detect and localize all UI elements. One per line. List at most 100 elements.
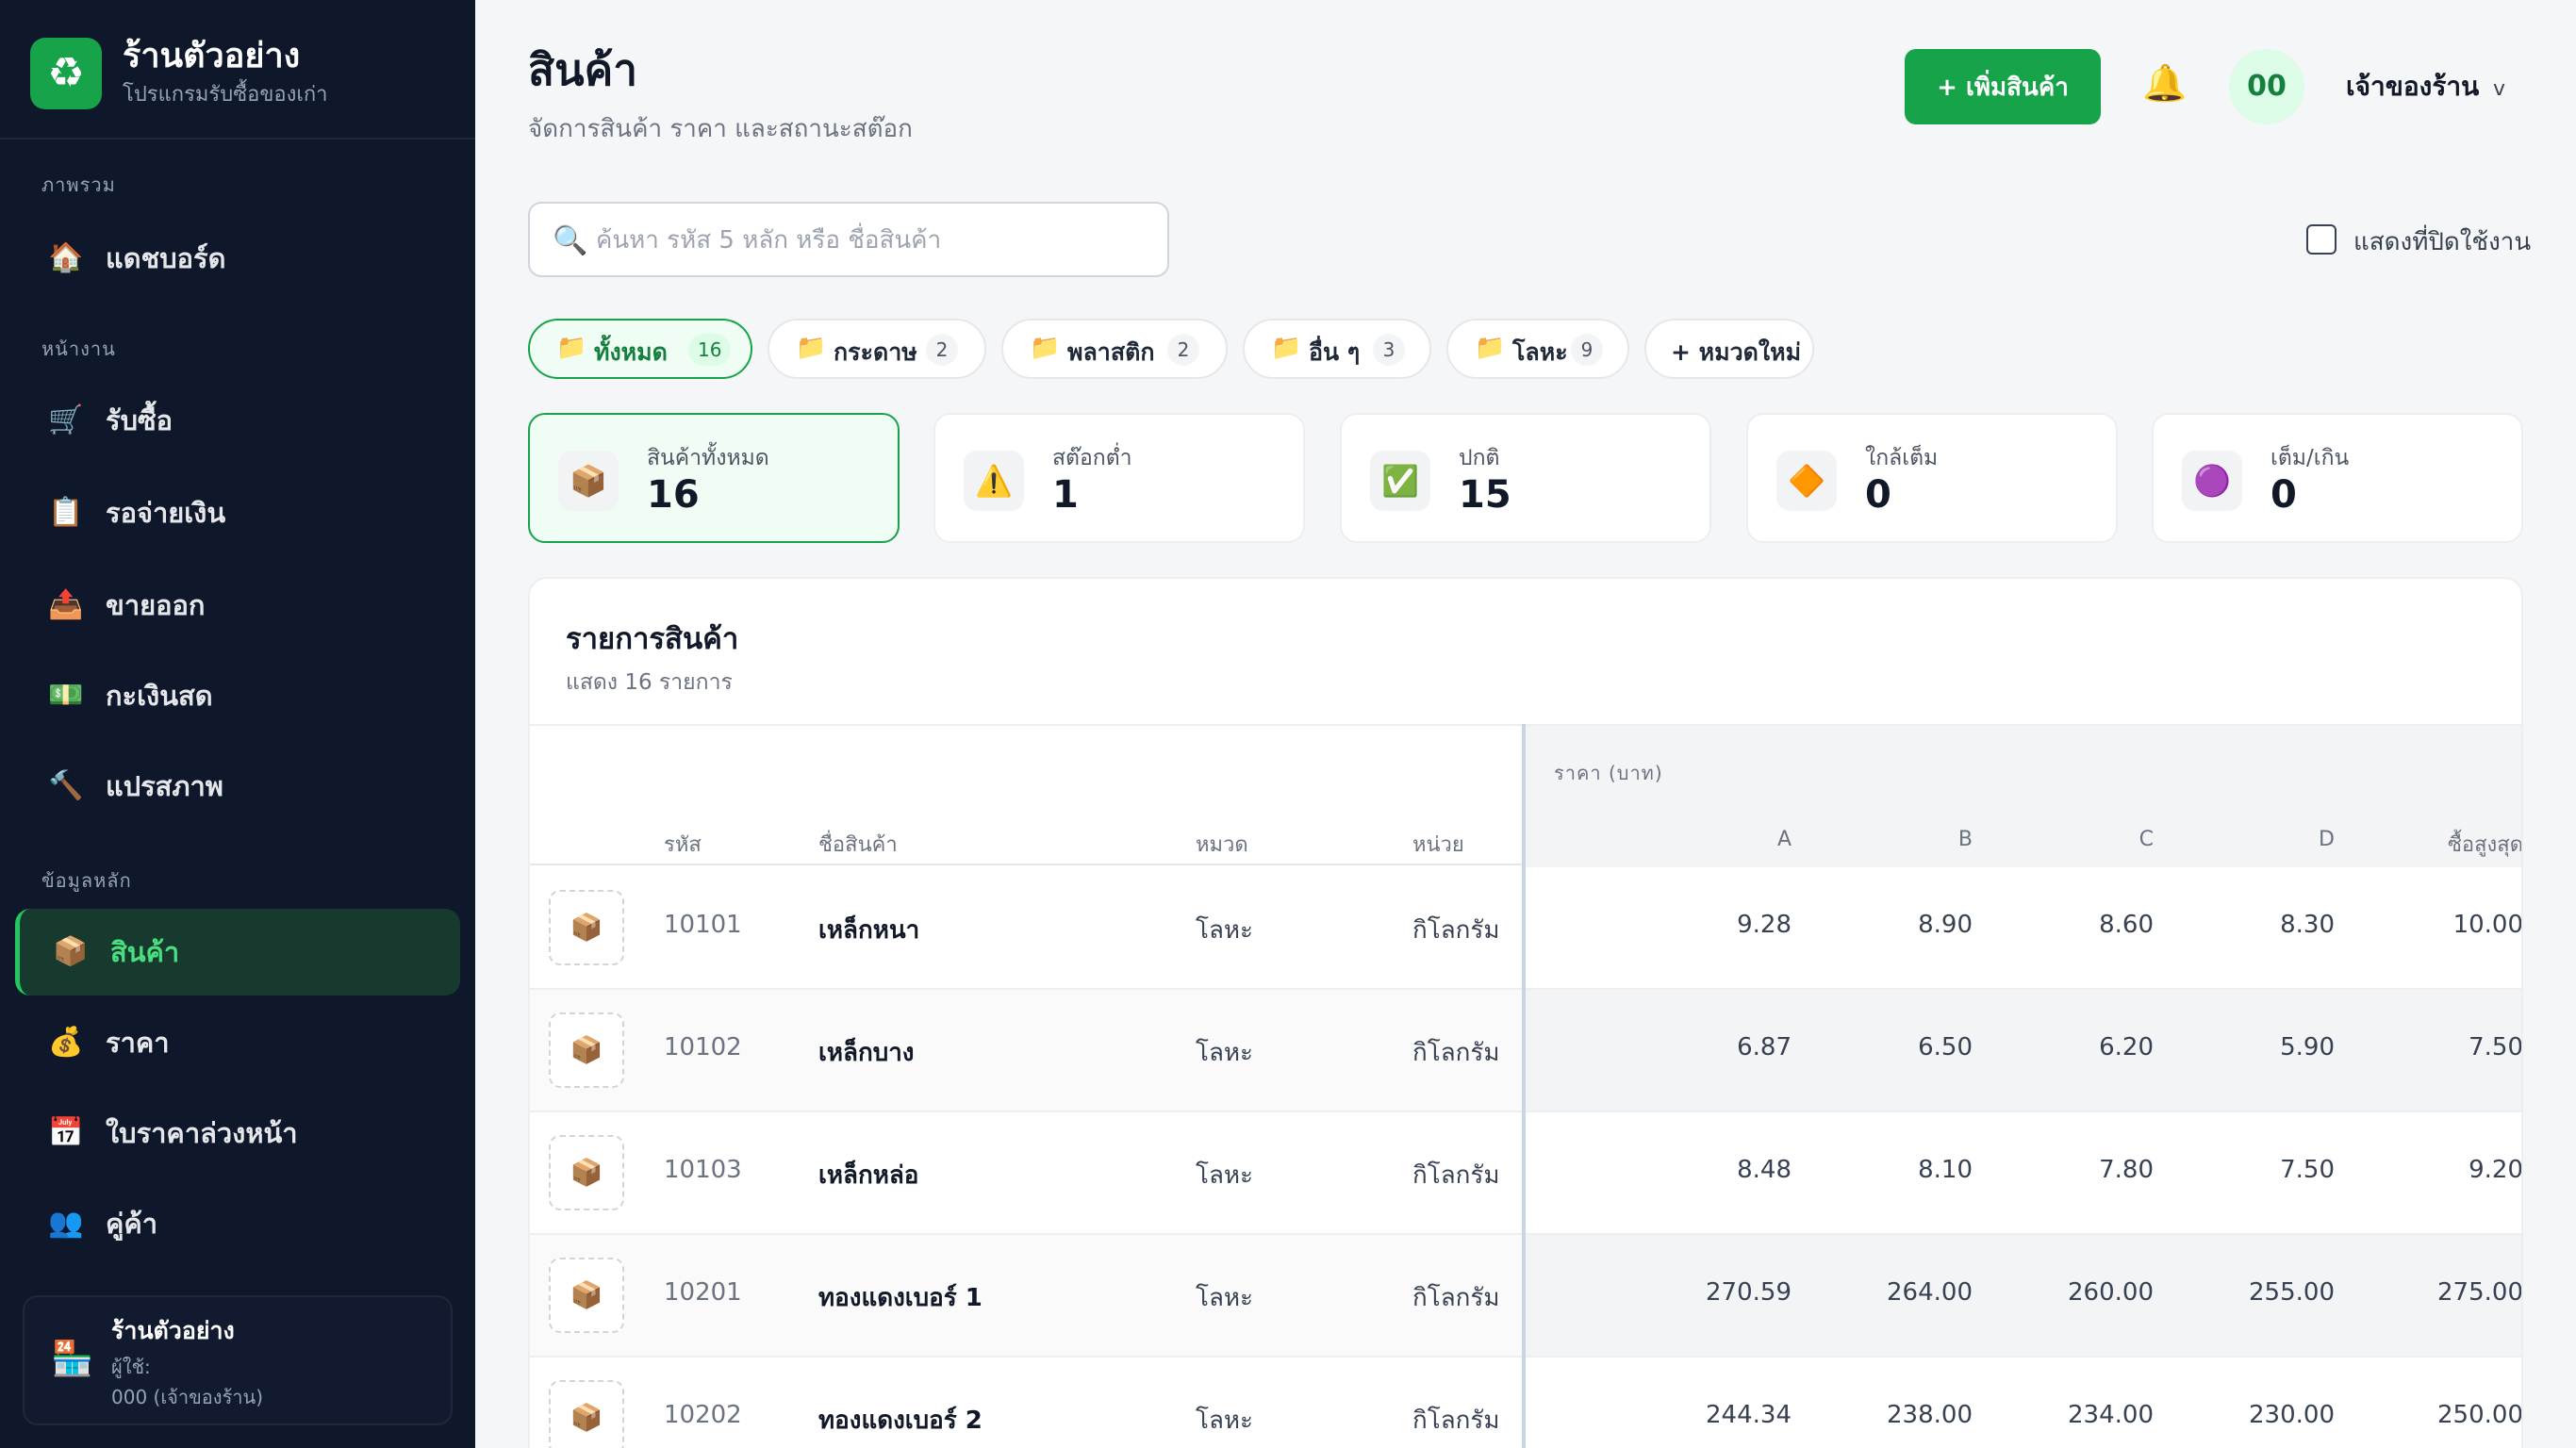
cell-category: โลหะ — [1196, 1161, 1254, 1190]
category-chip-paper[interactable]: 📁 กระดาษ 2 — [768, 319, 986, 379]
column-header-name[interactable]: ชื่อสินค้า — [818, 833, 898, 857]
table-row[interactable]: 📦 10103 เหล็กหล่อ โลหะ กิโลกรัม 8.48 8.1… — [530, 1112, 2521, 1235]
page-title: สินค้า — [528, 44, 638, 95]
stat-value: 1 — [1052, 473, 1079, 517]
cell-price-a: 244.34 — [1706, 1401, 1792, 1429]
stat-label: ใกล้เต็ม — [1865, 446, 1939, 470]
outbox-icon: 📤 — [48, 588, 84, 621]
cell-price-b: 8.90 — [1918, 911, 1973, 939]
category-chip-other[interactable]: 📁 อื่น ๆ 3 — [1243, 319, 1431, 379]
category-chip-plastic[interactable]: 📁 พลาสติก 2 — [1001, 319, 1228, 379]
stat-card-total[interactable]: 📦 สินค้าทั้งหมด 16 — [528, 413, 900, 543]
category-chip-metal[interactable]: 📁 โลหะ 9 — [1446, 319, 1629, 379]
store-card[interactable]: 🏪 ร้านตัวอย่าง ผู้ใช้: 000 (เจ้าของร้าน) — [23, 1295, 453, 1425]
category-chip-count: 3 — [1373, 334, 1405, 366]
diamond-icon: 🔶 — [1776, 451, 1837, 511]
sidebar-item-label: แปรสภาพ — [106, 770, 223, 802]
cell-price-d: 230.00 — [2249, 1401, 2335, 1429]
table-row[interactable]: 📦 10201 ทองแดงเบอร์ 1 โลหะ กิโลกรัม 270.… — [530, 1235, 2523, 1358]
search-input[interactable] — [596, 215, 1152, 266]
sidebar-item-pending-payment[interactable]: 📋 รอจ่ายเงิน — [15, 469, 460, 556]
cell-code: 10103 — [664, 1156, 742, 1184]
stat-card-normal[interactable]: ✅ ปกติ 15 — [1340, 413, 1711, 543]
sidebar: ♻ ร้านตัวอย่าง โปรแกรมรับซื้อของเก่า ภาพ… — [0, 0, 475, 1448]
sidebar-item-partners[interactable]: 👥 คู่ค้า — [15, 1180, 460, 1267]
add-product-button[interactable]: + เพิ่มสินค้า — [1905, 49, 2101, 124]
stat-value: 16 — [647, 473, 700, 517]
column-header-price-c[interactable]: C — [2138, 828, 2154, 851]
stat-card-full[interactable]: 🟣 เต็ม/เกิน 0 — [2152, 413, 2523, 543]
column-header-category[interactable]: หมวด — [1196, 833, 1248, 857]
cell-code: 10201 — [664, 1278, 742, 1307]
avatar[interactable]: 00 — [2229, 49, 2304, 124]
cell-max-buy: 250.00 — [2437, 1401, 2523, 1429]
stat-value: 0 — [2271, 473, 2297, 517]
sidebar-item-advance-price-sheet[interactable]: 📅 ใบราคาล่วงหน้า — [15, 1090, 460, 1176]
show-inactive-checkbox[interactable] — [2306, 224, 2337, 255]
sidebar-item-label: ขายออก — [106, 589, 206, 621]
brand-subtitle: โปรแกรมรับซื้อของเก่า — [123, 83, 328, 107]
table-row[interactable]: 📦 10101 เหล็กหนา โลหะ กิโลกรัม 9.28 8.90… — [530, 867, 2521, 990]
column-header-price-b[interactable]: B — [1957, 828, 1973, 851]
column-header-max-buy[interactable]: ซื้อสูงสุด — [2447, 833, 2523, 857]
sidebar-item-prices[interactable]: 💰 ราคา — [15, 999, 460, 1086]
sidebar-item-label: แดชบอร์ด — [106, 242, 226, 274]
cell-unit: กิโลกรัม — [1412, 1407, 1500, 1435]
table-row[interactable]: 📦 10102 เหล็กบาง โลหะ กิโลกรัม 6.87 6.50… — [530, 990, 2521, 1112]
stat-card-near-full[interactable]: 🔶 ใกล้เต็ม 0 — [1746, 413, 2118, 543]
calendar-icon: 📅 — [48, 1116, 84, 1149]
price-header-bg — [1522, 726, 2521, 867]
user-label: ผู้ใช้: — [111, 1356, 151, 1378]
table-row[interactable]: 📦 10202 ทองแดงเบอร์ 2 โลหะ กิโลกรัม 244.… — [530, 1358, 2523, 1448]
add-category-button[interactable]: + หมวดใหม่ — [1644, 319, 1814, 379]
column-header-unit[interactable]: หน่วย — [1412, 833, 1464, 857]
sidebar-item-products[interactable]: 📦 สินค้า — [15, 909, 460, 996]
stat-card-low-stock[interactable]: ⚠️ สต๊อกต่ำ 1 — [933, 413, 1305, 543]
price-group-header: ราคา (บาท) — [1554, 762, 1663, 784]
sidebar-item-label: รับซื้อ — [106, 404, 173, 436]
cell-price-a: 8.48 — [1737, 1156, 1792, 1184]
sidebar-item-label: กะเงินสด — [106, 680, 213, 712]
cell-price-c: 260.00 — [2068, 1278, 2154, 1307]
bell-icon[interactable]: 🔔 — [2142, 62, 2188, 104]
table-header: ราคา (บาท) รหัส ชื่อสินค้า หมวด หน่วย A … — [530, 724, 2523, 867]
sidebar-item-sell[interactable]: 📤 ขายออก — [15, 562, 460, 649]
cell-price-d: 5.90 — [2280, 1033, 2335, 1061]
cell-max-buy: 275.00 — [2437, 1278, 2523, 1307]
package-icon: 📦 — [558, 451, 619, 511]
cell-unit: กิโลกรัม — [1412, 916, 1500, 945]
column-header-price-d[interactable]: D — [2319, 828, 2335, 851]
panel-title: รายการสินค้า — [566, 622, 739, 656]
sidebar-item-processing[interactable]: 🔨 แปรสภาพ — [15, 743, 460, 830]
category-chip-label: อื่น ๆ — [1309, 338, 1361, 366]
cell-unit: กิโลกรัม — [1412, 1039, 1500, 1067]
hammer-icon: 🔨 — [48, 769, 84, 802]
stat-label: สต๊อกต่ำ — [1052, 446, 1132, 470]
recycle-icon: ♻ — [30, 38, 102, 109]
sidebar-item-cash-shift[interactable]: 💵 กะเงินสด — [15, 652, 460, 739]
column-header-code[interactable]: รหัส — [664, 833, 702, 857]
add-category-label: + หมวดใหม่ — [1671, 338, 1802, 366]
sidebar-item-label: คู่ค้า — [106, 1208, 158, 1240]
sidebar-item-purchase[interactable]: 🛒 รับซื้อ — [15, 377, 460, 464]
store-name: ร้านตัวอย่าง — [111, 1317, 235, 1344]
warning-icon: ⚠️ — [964, 451, 1024, 511]
cell-name: เหล็กหล่อ — [818, 1161, 919, 1190]
cell-price-a: 9.28 — [1737, 911, 1792, 939]
stat-label: เต็ม/เกิน — [2271, 446, 2350, 470]
section-label-operations: หน้างาน — [41, 337, 116, 360]
sidebar-item-label: รอจ่ายเงิน — [106, 497, 226, 529]
chevron-down-icon[interactable]: v — [2493, 77, 2506, 101]
category-chip-all[interactable]: 📁 ทั้งหมด 16 — [528, 319, 752, 379]
sidebar-item-dashboard[interactable]: 🏠 แดชบอร์ด — [15, 215, 460, 302]
cell-code: 10102 — [664, 1033, 742, 1061]
cell-unit: กิโลกรัม — [1412, 1161, 1500, 1190]
cell-category: โลหะ — [1196, 1039, 1254, 1067]
user-menu-label[interactable]: เจ้าของร้าน — [2346, 71, 2480, 102]
folder-icon: 📁 — [1271, 334, 1302, 362]
cell-name: ทองแดงเบอร์ 1 — [818, 1284, 983, 1312]
sidebar-item-label: ราคา — [106, 1027, 170, 1059]
folder-icon: 📁 — [556, 334, 587, 362]
column-header-price-a[interactable]: A — [1776, 828, 1792, 851]
cell-name: เหล็กหนา — [818, 916, 920, 945]
